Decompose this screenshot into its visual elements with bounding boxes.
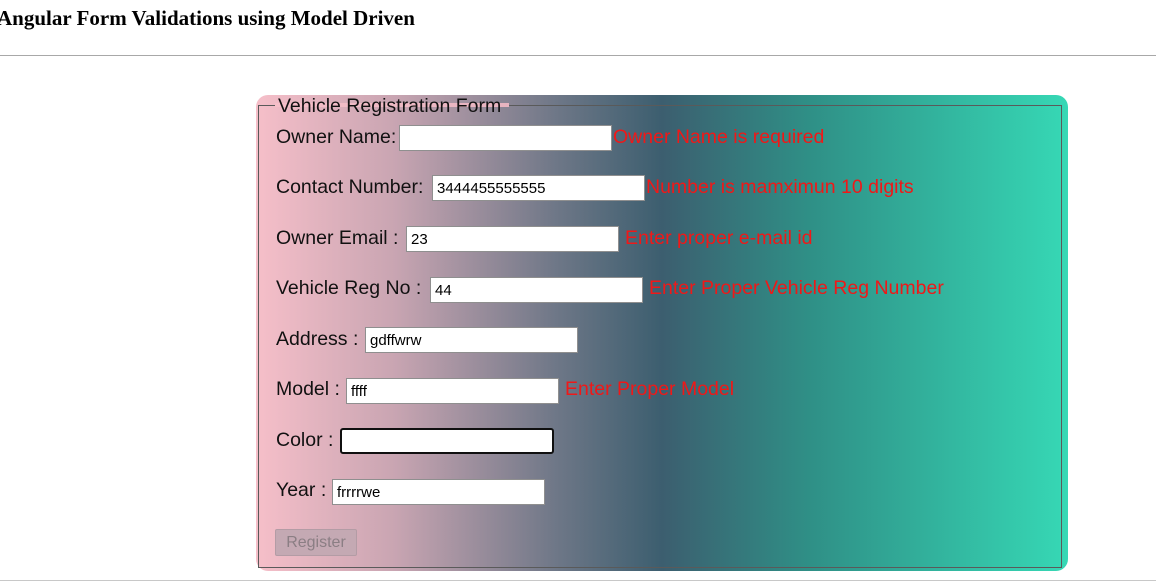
owner-email-input[interactable]: [406, 226, 619, 252]
year-label: Year :: [276, 479, 327, 501]
owner-email-error: Enter proper e-mail id: [625, 227, 813, 249]
model-label: Model :: [276, 378, 340, 400]
contact-number-label: Contact Number:: [276, 176, 424, 198]
owner-name-label: Owner Name:: [276, 126, 397, 148]
vehicle-reg-no-input[interactable]: [430, 277, 643, 303]
page-title: Angular Form Validations using Model Dri…: [0, 6, 415, 30]
owner-name-error: Owner Name is required: [613, 126, 825, 148]
register-button[interactable]: Register: [275, 529, 357, 556]
contact-number-error: Number is mamximun 10 digits: [646, 176, 914, 198]
model-error: Enter Proper Model: [565, 378, 735, 400]
color-label: Color :: [276, 429, 334, 451]
legend-gap: [275, 103, 509, 107]
year-input[interactable]: [332, 479, 545, 505]
header-divider: [0, 55, 1156, 56]
form-legend: Vehicle Registration Form: [278, 95, 502, 117]
owner-email-label: Owner Email :: [276, 227, 399, 249]
owner-name-input[interactable]: [399, 125, 612, 151]
vehicle-reg-no-label: Vehicle Reg No :: [276, 277, 422, 299]
vehicle-reg-no-error: Enter Proper Vehicle Reg Number: [649, 277, 944, 299]
address-label: Address :: [276, 328, 359, 350]
contact-number-input[interactable]: [432, 175, 645, 201]
address-input[interactable]: [365, 327, 578, 353]
color-input[interactable]: [340, 428, 554, 454]
model-input[interactable]: [346, 378, 559, 404]
fieldset-border: [258, 105, 1062, 568]
bottom-divider: [0, 580, 1156, 581]
